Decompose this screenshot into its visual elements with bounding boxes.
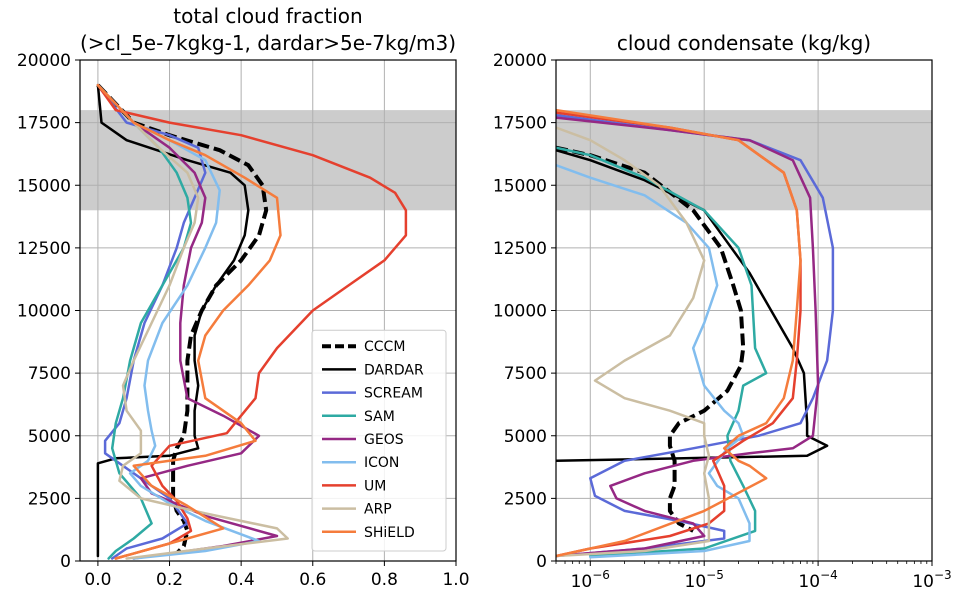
shaded-band (556, 110, 932, 211)
x-tick-label-exponent: −4 (820, 568, 838, 582)
series-line-icon (96, 83, 261, 560)
chart-title: (>cl_5e-7kgkg-1, dardar>5e-7kg/m3) (80, 31, 456, 55)
y-tick-label: 2500 (28, 489, 71, 509)
legend: CCCM DARDAR SCREAM SAM GEOS ICON UM ARP SHiELD (311, 329, 447, 552)
x-tick-label: 0.4 (228, 570, 255, 590)
x-tick-label: 0.2 (156, 570, 183, 590)
x-tick-label-exponent: −5 (706, 568, 724, 582)
legend-label: SAM (364, 409, 395, 425)
y-tick-label: 15000 (17, 176, 71, 196)
series-line-icon (556, 163, 751, 559)
series-line-shield (556, 108, 802, 558)
x-tick-label: 10−6 (571, 568, 610, 592)
series-line-geos (556, 116, 820, 558)
x-tick-label: 0.0 (84, 570, 111, 590)
series-line-scream (96, 83, 207, 560)
legend-label: UM (364, 478, 386, 494)
legend-label: SHiELD (364, 525, 415, 541)
series-line-cccm (96, 83, 269, 555)
y-tick-label: 10000 (493, 302, 547, 322)
y-tick-label: 0 (60, 552, 71, 572)
series-line-sam (96, 83, 193, 560)
series-group (556, 108, 835, 559)
x-tick-label-base: 10 (798, 572, 820, 592)
series-group (96, 83, 408, 560)
legend-label: DARDAR (364, 362, 424, 378)
legend-box (311, 329, 447, 552)
legend-label: CCCM (364, 339, 405, 355)
y-tick-label: 20000 (493, 51, 547, 71)
x-tick-label: 0.8 (371, 570, 398, 590)
series-line-sam (556, 146, 768, 558)
series-line-arp (556, 126, 711, 558)
y-tick-label: 5000 (504, 427, 547, 447)
y-tick-label: 2500 (504, 489, 547, 509)
series-line-dardar (556, 148, 829, 463)
x-tick-label-base: 10 (912, 572, 934, 592)
y-tick-label: 20000 (17, 51, 71, 71)
x-tick-label-base: 10 (685, 572, 707, 592)
panel-1: 0 2500 5000 7500 10000 12500 15000 17500 20000 0.… (17, 4, 470, 590)
series-line-shield (96, 83, 282, 560)
x-tick-label: 1.0 (442, 570, 469, 590)
y-tick-label: 12500 (493, 239, 547, 259)
legend-label: GEOS (364, 432, 404, 448)
panel-2: 0 2500 5000 7500 10000 12500 15000 17500 20000 10… (493, 31, 952, 592)
y-tick-label: 5000 (28, 427, 71, 447)
legend-label: ICON (364, 455, 399, 471)
x-tick-label-base: 10 (571, 572, 593, 592)
y-tick-label: 7500 (504, 364, 547, 384)
x-tick-label-exponent: −6 (592, 568, 610, 582)
y-tick-label: 7500 (28, 364, 71, 384)
y-tick-label: 12500 (17, 239, 71, 259)
x-tick-label-exponent: −3 (934, 568, 952, 582)
x-tick-label: 10−3 (912, 568, 951, 592)
y-tick-label: 15000 (493, 176, 547, 196)
chart-title: total cloud fraction (173, 4, 362, 28)
legend-label: SCREAM (364, 386, 423, 402)
chart-title: cloud condensate (kg/kg) (617, 31, 871, 55)
y-tick-label: 0 (536, 552, 547, 572)
legend-label: ARP (364, 502, 392, 518)
series-line-arp (96, 83, 289, 560)
x-tick-label: 0.6 (299, 570, 326, 590)
y-tick-label: 17500 (493, 114, 547, 134)
x-tick-label: 10−4 (798, 568, 837, 592)
y-tick-label: 17500 (17, 114, 71, 134)
y-tick-label: 10000 (17, 302, 71, 322)
x-tick-label: 10−5 (685, 568, 724, 592)
